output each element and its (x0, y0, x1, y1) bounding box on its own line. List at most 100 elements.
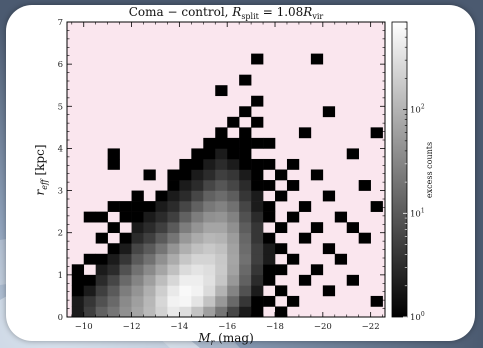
histogram-cell (95, 232, 108, 244)
y-axis-label: reff [kpc] (33, 144, 49, 195)
histogram-cell (191, 169, 204, 181)
histogram-cell (251, 158, 264, 170)
histogram-cell (203, 274, 216, 286)
histogram-cell (251, 232, 264, 244)
histogram-cell (203, 295, 216, 307)
histogram-cell (179, 253, 192, 265)
histogram-cell (322, 285, 336, 297)
histogram-cell (251, 211, 264, 223)
histogram-cell (227, 148, 240, 160)
histogram-cell (251, 190, 264, 202)
histogram-cell (191, 274, 204, 286)
histogram-cell (191, 190, 204, 202)
histogram-cell (179, 222, 192, 234)
histogram-cell (107, 253, 120, 265)
histogram-cell (155, 222, 168, 234)
histogram-cell (191, 158, 204, 170)
histogram-cell (107, 306, 120, 318)
histogram-cell (83, 274, 96, 286)
histogram-cell (179, 158, 192, 170)
histogram-cell (251, 180, 264, 191)
histogram-cell (143, 211, 156, 223)
histogram-cell (119, 211, 132, 223)
histogram-cell (167, 190, 180, 202)
histogram-cell (203, 180, 216, 191)
histogram-cell (286, 211, 300, 223)
histogram-cell (286, 253, 300, 265)
histogram-cell (251, 169, 264, 181)
histogram-cell (155, 243, 168, 255)
histogram-cell (227, 190, 240, 202)
histogram-cell (227, 169, 240, 181)
colorbar (391, 21, 408, 318)
histogram-cell (107, 295, 120, 307)
histogram-cell (143, 274, 156, 286)
histogram-cell (83, 306, 96, 318)
histogram-cell (227, 274, 240, 286)
histogram-cell (251, 264, 264, 276)
y-tick-label: 2 (58, 229, 63, 239)
histogram-cell (155, 190, 168, 202)
histogram-cell (119, 264, 132, 276)
histogram-cell (215, 148, 228, 160)
histogram-cell (155, 253, 168, 265)
histogram-cell (215, 169, 228, 181)
histogram-cell (203, 169, 216, 181)
histogram-cell (215, 85, 228, 97)
histogram-cell (191, 243, 204, 255)
histogram-cell (167, 232, 180, 244)
histogram-cell (179, 264, 192, 276)
histogram-cell (251, 253, 264, 265)
histogram-cell (95, 285, 108, 297)
histogram-cell (155, 201, 168, 212)
histogram-cell (215, 190, 228, 202)
histogram-cell (203, 243, 216, 255)
histogram-cell (179, 243, 192, 255)
histogram-cell (155, 285, 168, 297)
histogram-cell (155, 295, 168, 307)
histogram-cell (119, 201, 132, 212)
histogram-cell (167, 180, 180, 191)
colorbar-tick-label: 102 (410, 104, 425, 116)
histogram-cell (370, 201, 383, 212)
histogram-cell (239, 106, 252, 118)
histogram-cell (131, 190, 144, 202)
histogram-cell (263, 201, 276, 212)
histogram-cell (95, 264, 108, 276)
histogram-cell (203, 264, 216, 276)
histogram-cell (179, 285, 192, 297)
histogram-cell (251, 295, 264, 307)
histogram-cell (203, 232, 216, 244)
histogram-cell (155, 232, 168, 244)
y-tick-label: 1 (58, 271, 63, 281)
histogram-cell (143, 169, 156, 181)
histogram-cell (179, 232, 192, 244)
histogram-cell (215, 264, 228, 276)
histogram-cell (107, 285, 120, 297)
histogram-cell (251, 137, 264, 149)
histogram-cell (167, 285, 180, 297)
histogram-cell (239, 169, 252, 181)
histogram-cell (310, 264, 324, 276)
histogram-cell (131, 201, 144, 212)
histogram-cell (119, 253, 132, 265)
y-tick-label: 0 (58, 313, 63, 323)
histogram-cell (239, 201, 252, 212)
histogram-cell (286, 295, 300, 307)
histogram-cell (203, 253, 216, 265)
histogram-cell (71, 264, 85, 276)
histogram-cell (143, 285, 156, 297)
histogram-cell (215, 201, 228, 212)
histogram-cell (131, 243, 144, 255)
histogram-cell (239, 211, 252, 223)
histogram-cell (263, 274, 276, 286)
histogram-cell (358, 180, 371, 191)
histogram-cell (251, 285, 264, 297)
histogram-cell (346, 274, 359, 286)
histogram-cell (143, 232, 156, 244)
histogram-cell (310, 53, 324, 65)
histogram-cell (227, 264, 240, 276)
colorbar-tick-label: 100 (410, 311, 425, 323)
histogram-cell (131, 295, 144, 307)
